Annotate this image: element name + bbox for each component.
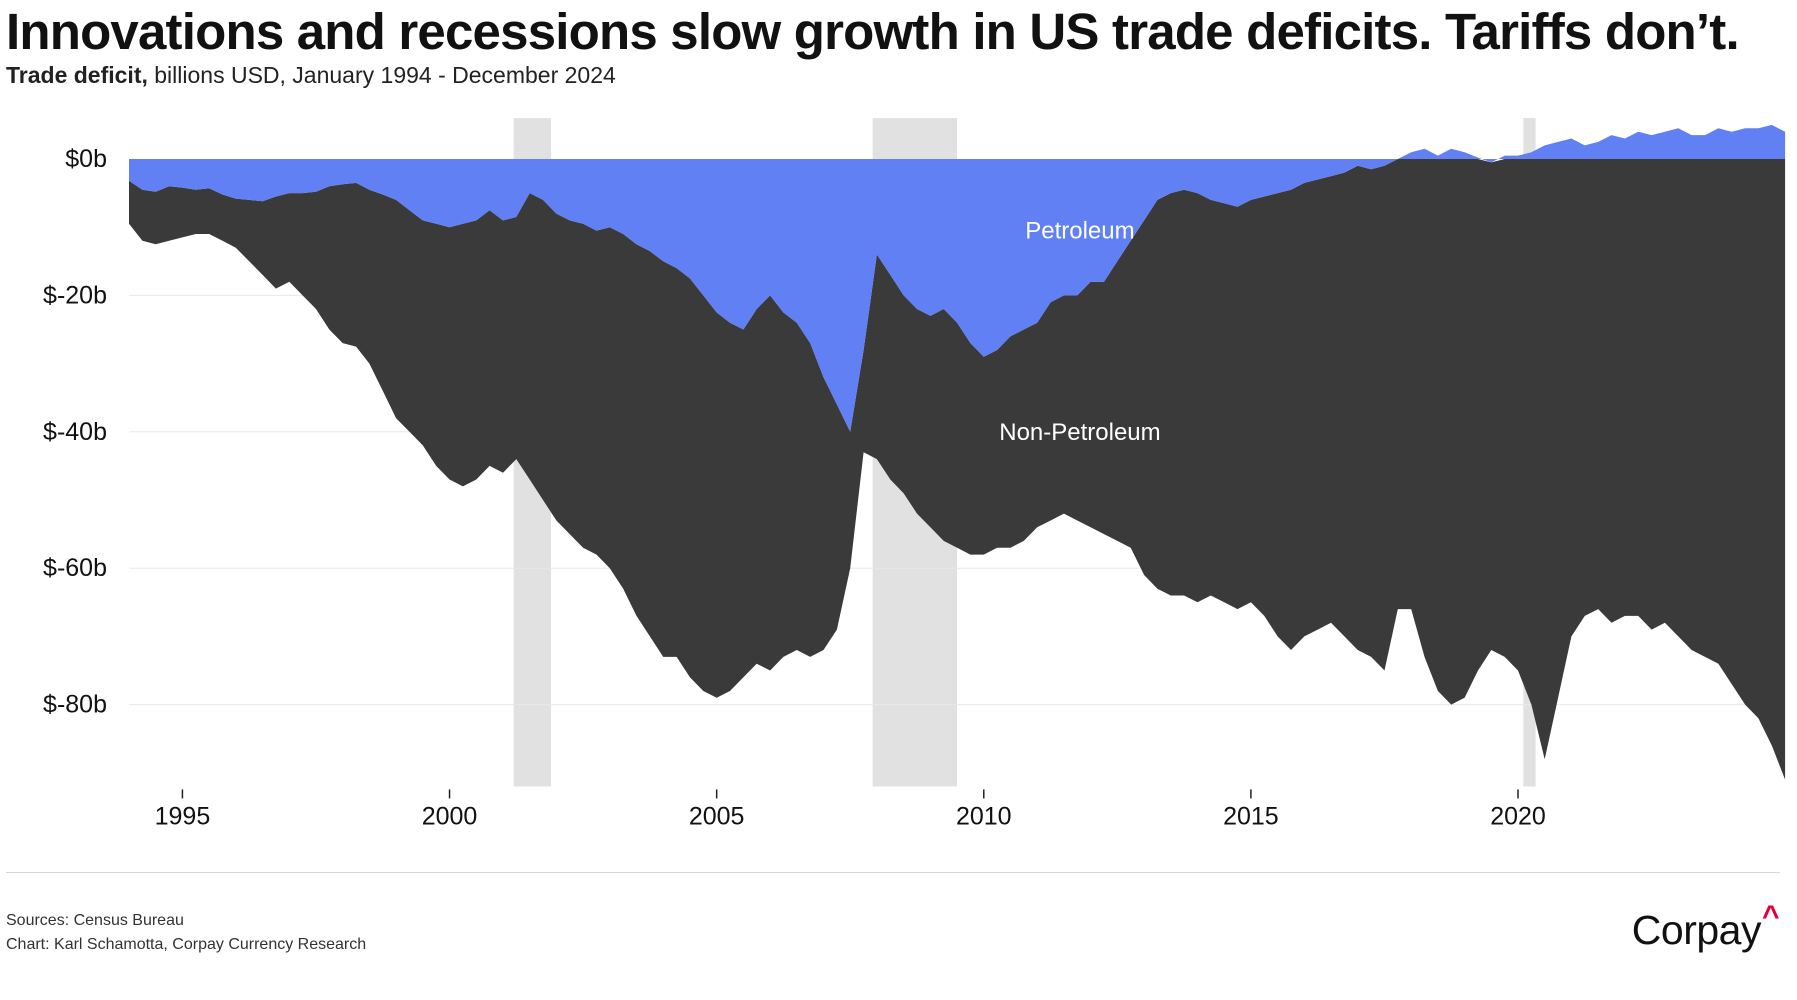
x-axis: 1995 2000 2005 2010 2015 2020 xyxy=(155,789,1546,830)
y-tick-label: $-80b xyxy=(43,691,107,719)
y-axis: $0b $-20b $-40b $-60b $-80b xyxy=(43,145,107,719)
y-tick-label: $-20b xyxy=(43,281,107,309)
y-tick-label: $0b xyxy=(65,145,107,173)
chart-title: Innovations and recessions slow growth i… xyxy=(6,3,1740,60)
area-series xyxy=(129,124,1786,780)
chart-subtitle: Trade deficit, billions USD, January 199… xyxy=(6,62,616,89)
chart-credit: Chart: Karl Schamotta, Corpay Currency R… xyxy=(6,936,367,953)
y-tick-label: $-60b xyxy=(43,554,107,582)
non-petroleum-area xyxy=(129,159,1786,780)
petroleum-area xyxy=(129,124,1786,432)
y-tick-label: $-40b xyxy=(43,418,107,446)
subtitle-bold: Trade deficit, xyxy=(6,62,148,88)
logo-text: Corpay xyxy=(1631,907,1762,953)
corpay-logo: Corpay^ xyxy=(1631,900,1780,954)
x-tick-label: 1995 xyxy=(155,802,211,830)
source-note: Sources: Census Bureau xyxy=(6,912,184,929)
x-tick-label: 2005 xyxy=(689,802,745,830)
x-tick-label: 2000 xyxy=(422,802,478,830)
petroleum-label: Petroleum xyxy=(1025,218,1134,245)
area-annotations: Petroleum Non-Petroleum xyxy=(999,218,1160,446)
logo-mark-icon: ^ xyxy=(1761,900,1780,933)
non-petroleum-label: Non-Petroleum xyxy=(999,419,1160,446)
footer-divider xyxy=(6,872,1780,873)
x-tick-label: 2015 xyxy=(1223,802,1279,830)
x-tick-label: 2020 xyxy=(1490,802,1546,830)
subtitle-rest: billions USD, January 1994 - December 20… xyxy=(147,62,616,88)
x-tick-label: 2010 xyxy=(956,802,1012,830)
trade-deficit-chart: $0b $-20b $-40b $-60b $-80b 1995 2000 2005 2010… xyxy=(43,118,1786,830)
